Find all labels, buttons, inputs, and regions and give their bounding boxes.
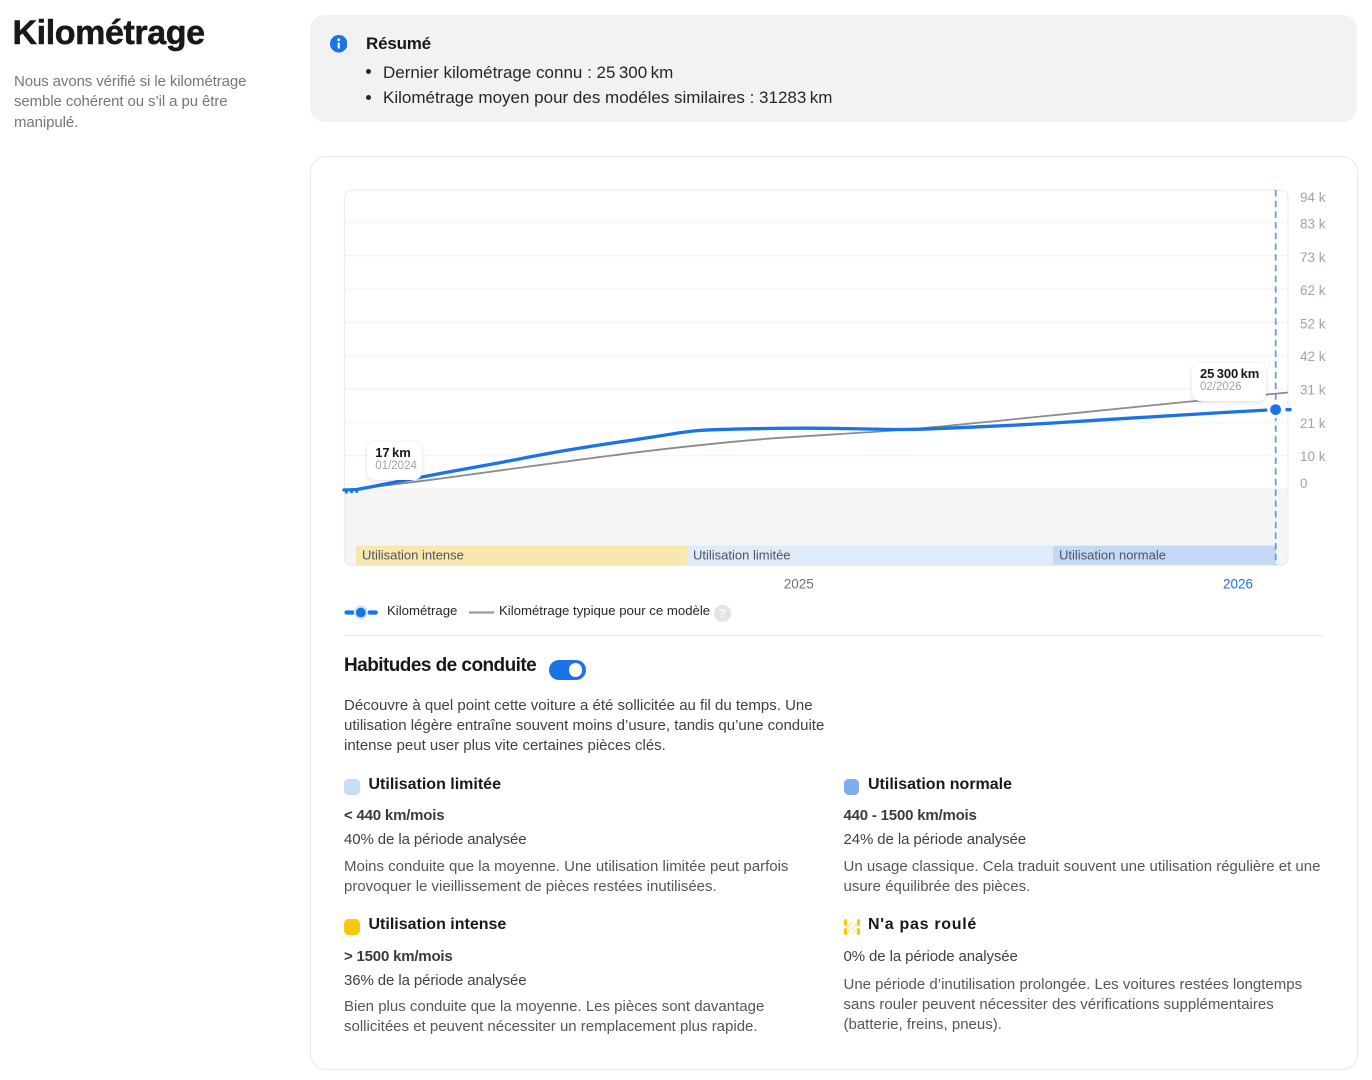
svg-text:73 k: 73 k bbox=[1300, 250, 1326, 265]
svg-text:2026: 2026 bbox=[1223, 577, 1253, 592]
svg-text:83 k: 83 k bbox=[1300, 217, 1326, 232]
svg-text:52 k: 52 k bbox=[1300, 316, 1326, 331]
svg-text:31 k: 31 k bbox=[1300, 382, 1326, 397]
svg-text:10 k: 10 k bbox=[1300, 449, 1326, 464]
svg-text:21 k: 21 k bbox=[1300, 416, 1326, 431]
svg-text:Utilisation limitée: Utilisation limitée bbox=[693, 548, 791, 563]
svg-text:Utilisation normale: Utilisation normale bbox=[1059, 548, 1166, 563]
svg-text:Utilisation intense: Utilisation intense bbox=[362, 548, 464, 563]
svg-text:62 k: 62 k bbox=[1300, 283, 1326, 298]
svg-text:2025: 2025 bbox=[784, 577, 814, 592]
svg-text:?: ? bbox=[719, 608, 726, 620]
svg-text:0: 0 bbox=[1300, 476, 1308, 491]
svg-text:42 k: 42 k bbox=[1300, 349, 1326, 364]
svg-text:94 k: 94 k bbox=[1300, 190, 1326, 205]
